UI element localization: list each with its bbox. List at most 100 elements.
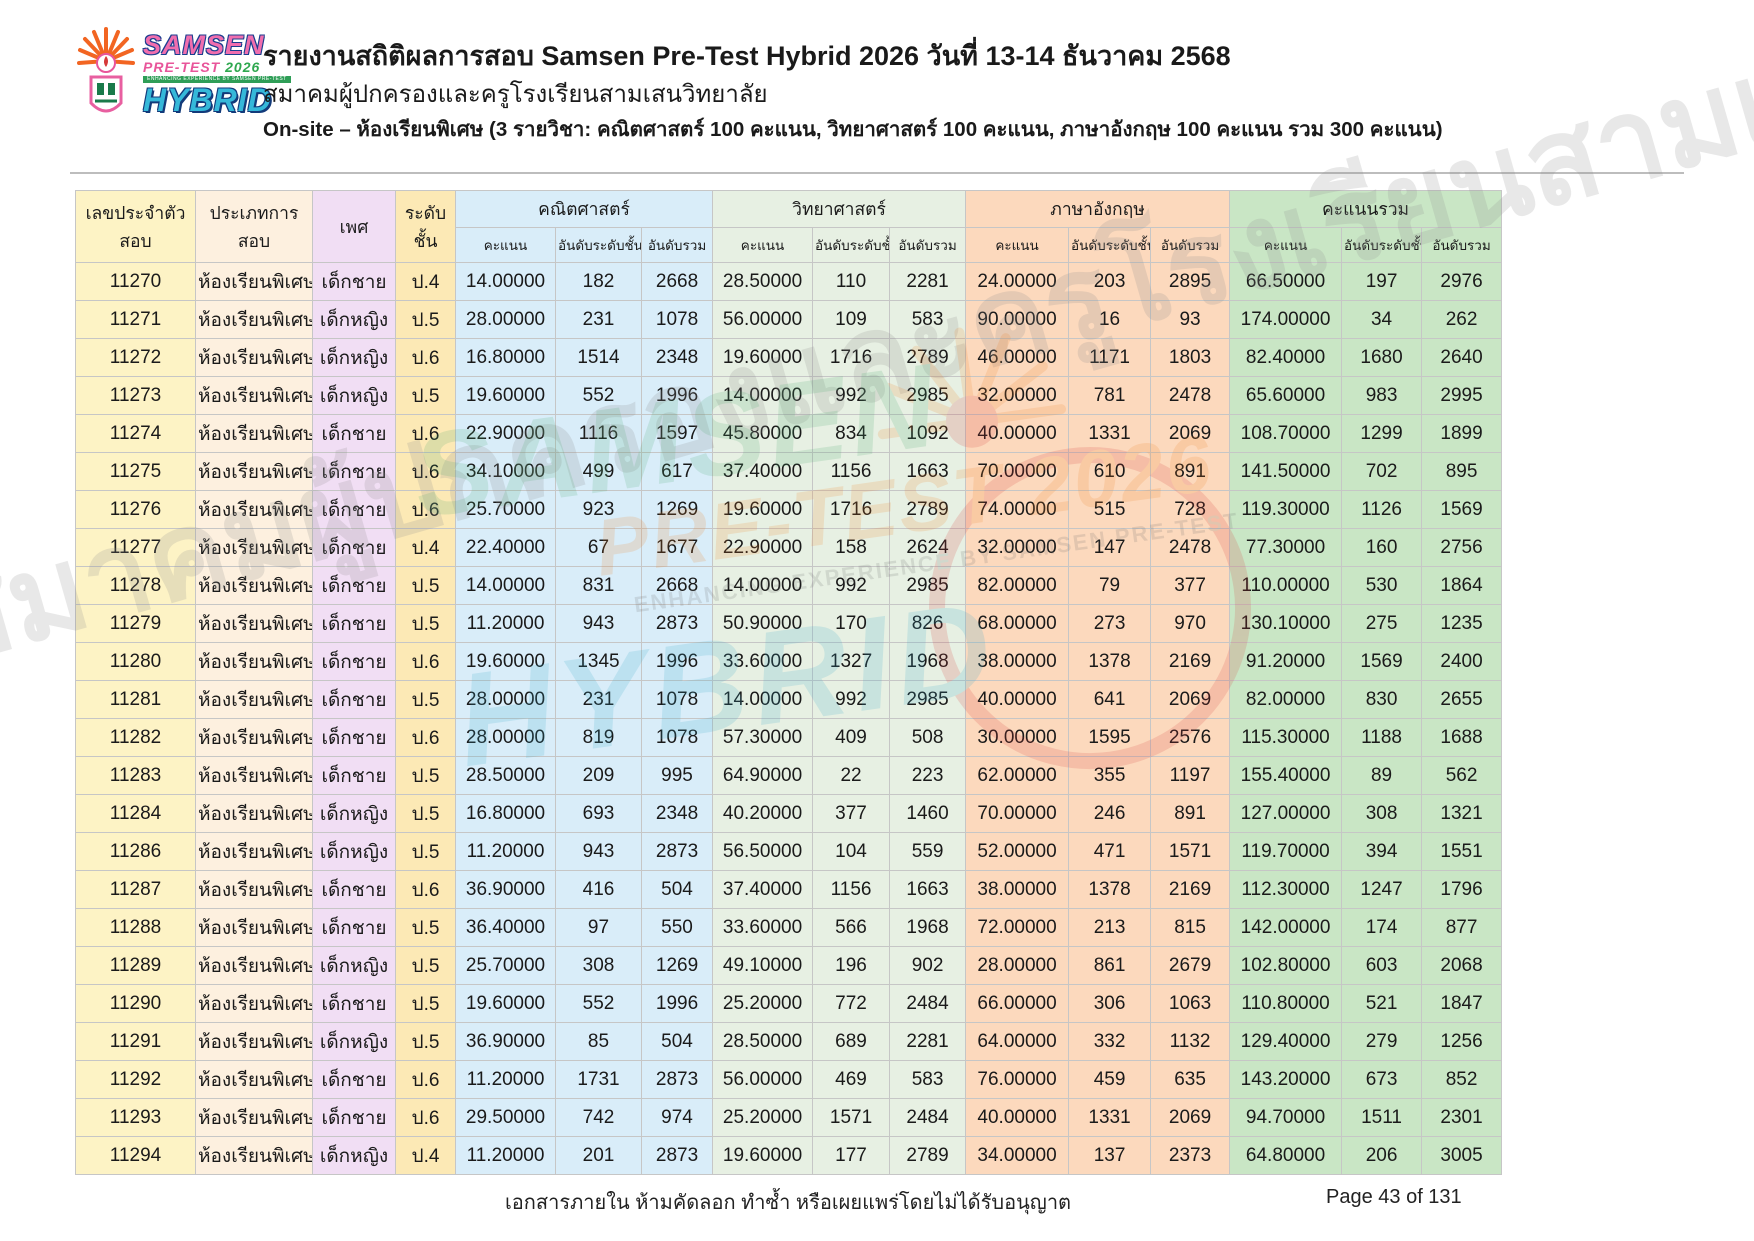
cell-gender: เด็กชาย: [312, 718, 396, 757]
cell-science-score: 49.10000: [712, 946, 814, 985]
cell-total-overall-rank: 2655: [1421, 680, 1503, 719]
table-row: 11283 ห้องเรียนพิเศษ เด็กชาย ป.5 28.50000 209…: [75, 756, 1503, 795]
samsen-logo-text: SAMSEN PRE-TEST 2026 ENHANCING EXPERIENC…: [143, 25, 291, 123]
cell-english-class-rank: 203: [1068, 262, 1152, 301]
cell-exam-type: ห้องเรียนพิเศษ: [195, 680, 313, 719]
cell-total-class-rank: 1247: [1341, 870, 1423, 909]
cell-grade: ป.6: [395, 1060, 456, 1099]
cell-english-score: 82.00000: [965, 566, 1070, 605]
logo-tagline: ENHANCING EXPERIENCE BY SAMSEN PRE-TEST: [143, 75, 291, 83]
cell-science-class-rank: 170: [812, 604, 891, 643]
cell-total-score: 66.50000: [1229, 262, 1343, 301]
cell-math-overall-rank: 1996: [640, 984, 714, 1023]
cell-english-score: 70.00000: [965, 794, 1070, 833]
cell-grade: ป.6: [395, 452, 456, 491]
cell-math-overall-rank: 2348: [640, 794, 714, 833]
cell-english-score: 68.00000: [965, 604, 1070, 643]
cell-math-class-rank: 742: [555, 1098, 642, 1137]
cell-exam-type: ห้องเรียนพิเศษ: [195, 832, 313, 871]
cell-math-class-rank: 831: [555, 566, 642, 605]
table-row: 11294 ห้องเรียนพิเศษ เด็กหญิง ป.4 11.20000 20…: [75, 1136, 1503, 1175]
cell-exam-id: 11291: [75, 1022, 196, 1061]
cell-math-overall-rank: 617: [640, 452, 714, 491]
cell-exam-id: 11292: [75, 1060, 196, 1099]
cell-grade: ป.5: [395, 984, 456, 1023]
sub-header-total-0: คะแนน: [1229, 227, 1343, 263]
cell-english-class-rank: 641: [1068, 680, 1152, 719]
cell-science-score: 25.20000: [712, 1098, 814, 1137]
cell-exam-type: ห้องเรียนพิเศษ: [195, 1136, 313, 1175]
cell-science-score: 19.60000: [712, 1136, 814, 1175]
cell-grade: ป.5: [395, 300, 456, 339]
cell-math-overall-rank: 1078: [640, 680, 714, 719]
cell-math-score: 19.60000: [455, 376, 556, 415]
cell-math-score: 19.60000: [455, 642, 556, 681]
cell-exam-type: ห้องเรียนพิเศษ: [195, 262, 313, 301]
cell-exam-type: ห้องเรียนพิเศษ: [195, 604, 313, 643]
cell-math-class-rank: 201: [555, 1136, 642, 1175]
cell-exam-id: 11289: [75, 946, 196, 985]
cell-gender: เด็กหญิง: [312, 338, 396, 377]
cell-total-score: 129.40000: [1229, 1022, 1343, 1061]
cell-total-class-rank: 1511: [1341, 1098, 1423, 1137]
cell-gender: เด็กชาย: [312, 452, 396, 491]
cell-exam-type: ห้องเรียนพิเศษ: [195, 376, 313, 415]
cell-math-class-rank: 1731: [555, 1060, 642, 1099]
cell-exam-type: ห้องเรียนพิเศษ: [195, 718, 313, 757]
cell-science-score: 45.80000: [712, 414, 814, 453]
cell-english-score: 32.00000: [965, 376, 1070, 415]
cell-exam-id: 11294: [75, 1136, 196, 1175]
cell-gender: เด็กชาย: [312, 1060, 396, 1099]
table-row: 11291 ห้องเรียนพิเศษ เด็กหญิง ป.5 36.90000 85…: [75, 1022, 1503, 1061]
cell-math-score: 16.80000: [455, 338, 556, 377]
cell-english-score: 46.00000: [965, 338, 1070, 377]
cell-total-class-rank: 275: [1341, 604, 1423, 643]
cell-total-score: 102.80000: [1229, 946, 1343, 985]
table-row: 11290 ห้องเรียนพิเศษ เด็กชาย ป.5 19.60000 552…: [75, 984, 1503, 1023]
cell-total-overall-rank: 1321: [1421, 794, 1503, 833]
cell-english-class-rank: 273: [1068, 604, 1152, 643]
cell-exam-id: 11287: [75, 870, 196, 909]
cell-math-score: 34.10000: [455, 452, 556, 491]
cell-english-overall-rank: 2169: [1150, 870, 1231, 909]
cell-gender: เด็กชาย: [312, 908, 396, 947]
cell-total-score: 119.70000: [1229, 832, 1343, 871]
cell-exam-id: 11293: [75, 1098, 196, 1137]
cell-math-overall-rank: 2873: [640, 1060, 714, 1099]
cell-math-overall-rank: 2873: [640, 604, 714, 643]
cell-math-class-rank: 693: [555, 794, 642, 833]
cell-grade: ป.4: [395, 1136, 456, 1175]
cell-english-score: 34.00000: [965, 1136, 1070, 1175]
cell-english-score: 40.00000: [965, 1098, 1070, 1137]
cell-exam-id: 11288: [75, 908, 196, 947]
table-row: 11277 ห้องเรียนพิเศษ เด็กชาย ป.4 22.40000 67 1…: [75, 528, 1503, 567]
cell-total-class-rank: 1188: [1341, 718, 1423, 757]
cell-total-class-rank: 673: [1341, 1060, 1423, 1099]
cell-math-score: 11.20000: [455, 604, 556, 643]
cell-science-score: 28.50000: [712, 262, 814, 301]
cell-english-overall-rank: 93: [1150, 300, 1231, 339]
samsen-logo: SAMSEN PRE-TEST 2026 ENHANCING EXPERIENC…: [75, 25, 291, 123]
cell-total-overall-rank: 1899: [1421, 414, 1503, 453]
cell-exam-type: ห้องเรียนพิเศษ: [195, 946, 313, 985]
cell-total-overall-rank: 262: [1421, 300, 1503, 339]
cell-grade: ป.6: [395, 718, 456, 757]
cell-total-class-rank: 1569: [1341, 642, 1423, 681]
cell-english-overall-rank: 970: [1150, 604, 1231, 643]
cell-grade: ป.5: [395, 1022, 456, 1061]
group-header-eng: ภาษาอังกฤษ: [965, 190, 1231, 228]
cell-science-class-rank: 1716: [812, 338, 891, 377]
cell-math-class-rank: 943: [555, 832, 642, 871]
cell-gender: เด็กชาย: [312, 262, 396, 301]
cell-english-score: 24.00000: [965, 262, 1070, 301]
cell-science-score: 33.60000: [712, 908, 814, 947]
cell-science-class-rank: 834: [812, 414, 891, 453]
sub-header-math-0: คะแนน: [455, 227, 556, 263]
cell-science-score: 37.40000: [712, 452, 814, 491]
cell-science-overall-rank: 2789: [889, 490, 967, 529]
cell-science-overall-rank: 2484: [889, 1098, 967, 1137]
cell-science-score: 40.20000: [712, 794, 814, 833]
cell-math-class-rank: 85: [555, 1022, 642, 1061]
table-row: 11289 ห้องเรียนพิเศษ เด็กหญิง ป.5 25.70000 30…: [75, 946, 1503, 985]
cell-science-overall-rank: 508: [889, 718, 967, 757]
